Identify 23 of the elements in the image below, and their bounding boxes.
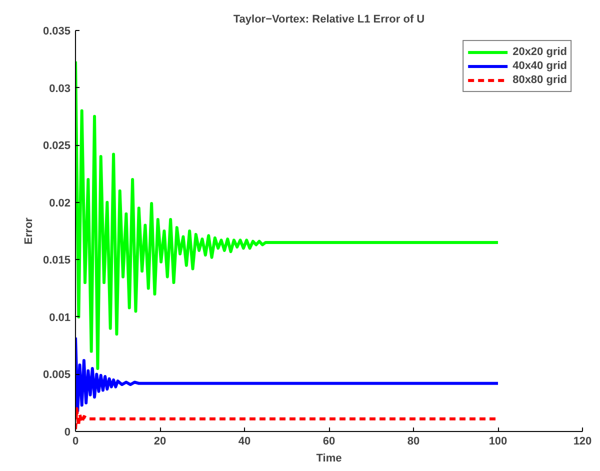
- x-tick-label: 120: [573, 436, 592, 448]
- y-tick-label: 0.01: [49, 312, 71, 324]
- x-axis-title: Time: [316, 452, 342, 464]
- x-tick-label: 100: [488, 436, 508, 448]
- y-tick-label: 0.03: [49, 82, 71, 95]
- x-tick-label: 20: [154, 436, 166, 448]
- y-tick-label: 0.025: [42, 140, 71, 152]
- x-tick-label: 40: [238, 436, 251, 448]
- x-tick-label: 80: [407, 436, 420, 448]
- line-series: [76, 336, 500, 412]
- y-tick-label: 0.015: [42, 254, 71, 267]
- legend-label: 80x80 grid: [512, 73, 567, 87]
- x-tick-label: 0: [72, 436, 79, 448]
- y-tick-label: 0: [64, 426, 71, 438]
- y-tick-label: 0.02: [49, 197, 71, 210]
- chart-title: Taylor−Vortex: Relative L1 Error of U: [233, 14, 425, 26]
- legend-label: 40x40 grid: [512, 59, 567, 73]
- y-tick-label: 0.005: [42, 369, 71, 382]
- y-tick-label: 0.035: [42, 26, 71, 38]
- legend-label: 20x20 grid: [512, 45, 567, 59]
- y-axis-title: Error: [22, 216, 35, 244]
- line-series: [76, 60, 500, 370]
- x-tick-label: 60: [322, 436, 336, 448]
